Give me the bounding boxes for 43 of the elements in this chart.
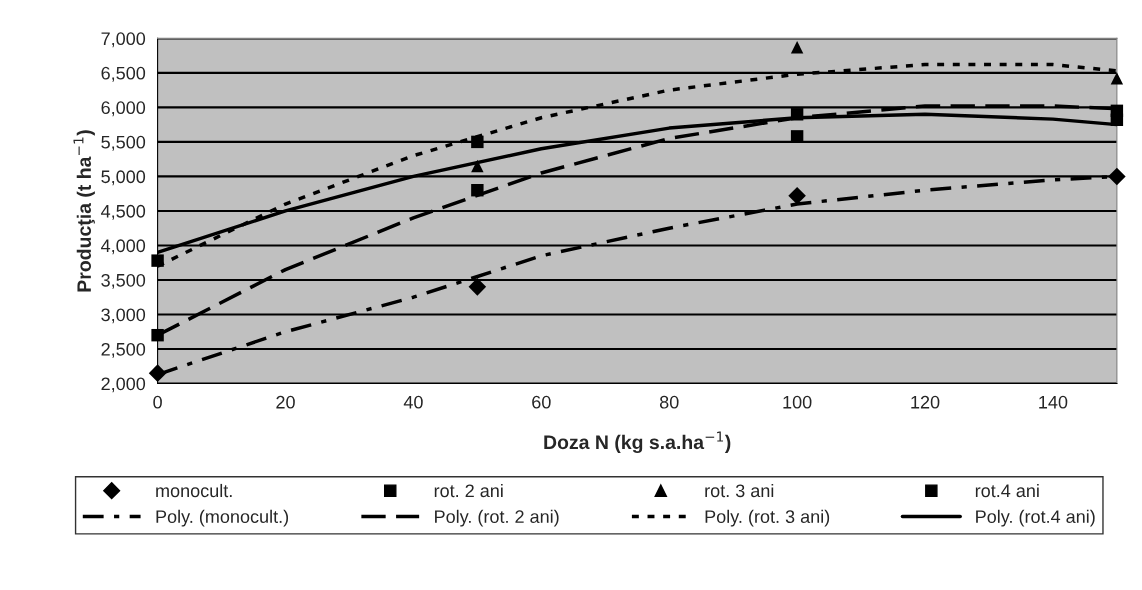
y-tick-label: 6,500 <box>101 66 146 82</box>
point <box>790 130 804 143</box>
point <box>1108 167 1126 186</box>
point <box>788 186 806 205</box>
y-tick-label: 7,000 <box>101 32 146 48</box>
legend-label: Poly. (monocult.) <box>156 509 289 527</box>
legend-label: monocult. <box>156 483 232 498</box>
y-tick-label: 5,500 <box>101 135 146 151</box>
point <box>148 364 167 382</box>
point <box>790 41 804 54</box>
x-tick-label: 60 <box>532 395 551 409</box>
y-tick-label: 3,000 <box>101 308 146 324</box>
legend-label: Poly. (rot.4 ani) <box>976 509 1095 527</box>
legend-label: rot. 3 ani <box>705 483 774 498</box>
legend-label: Poly. (rot. 2 ani) <box>435 509 559 527</box>
x-tick-label: 80 <box>659 395 679 409</box>
point <box>151 328 164 342</box>
y-tick-label: 2,000 <box>101 377 146 393</box>
point <box>468 278 487 296</box>
point <box>471 135 484 149</box>
y-tick-label: 3,500 <box>101 273 146 289</box>
x-tick-label: 120 <box>911 395 940 409</box>
point <box>1110 113 1124 127</box>
legend-label: rot.4 ani <box>975 483 1039 498</box>
y-tick-label: 5,000 <box>101 170 146 186</box>
y-axis-title: Producţia (t ha$^{−1}$) <box>73 130 95 292</box>
point <box>790 108 804 121</box>
point <box>471 159 484 173</box>
legend-label: rot. 2 ani <box>434 483 503 498</box>
point <box>1110 72 1124 85</box>
x-tick-label: 0 <box>153 395 162 409</box>
x-tick-label: 20 <box>276 395 295 409</box>
y-tick-label: 4,000 <box>101 239 146 255</box>
y-tick-label: 4,500 <box>101 204 146 220</box>
x-tick-label: 140 <box>1039 395 1068 409</box>
point <box>151 254 164 267</box>
x-tick-label: 40 <box>403 395 423 409</box>
x-tick-label: 100 <box>783 395 812 409</box>
y-tick-label: 6,000 <box>101 101 146 117</box>
x-axis-title: Doza N (kg s.a.ha$^{−1}$) <box>544 431 731 454</box>
point <box>471 184 484 197</box>
y-tick-label: 2,500 <box>101 342 146 358</box>
legend-label: Poly. (rot. 3 ani) <box>705 509 830 527</box>
